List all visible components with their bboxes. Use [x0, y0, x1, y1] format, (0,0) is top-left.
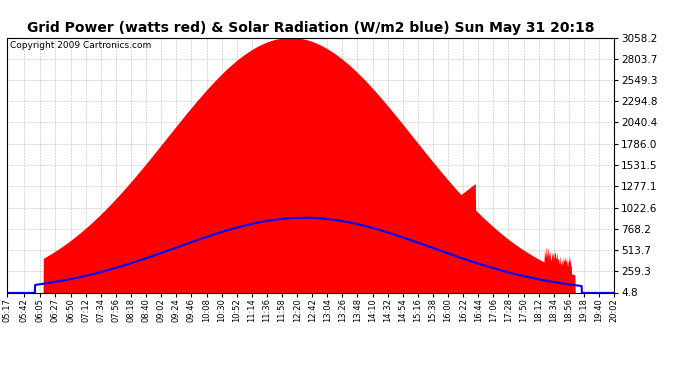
Text: Copyright 2009 Cartronics.com: Copyright 2009 Cartronics.com — [10, 41, 151, 50]
Title: Grid Power (watts red) & Solar Radiation (W/m2 blue) Sun May 31 20:18: Grid Power (watts red) & Solar Radiation… — [27, 21, 594, 35]
